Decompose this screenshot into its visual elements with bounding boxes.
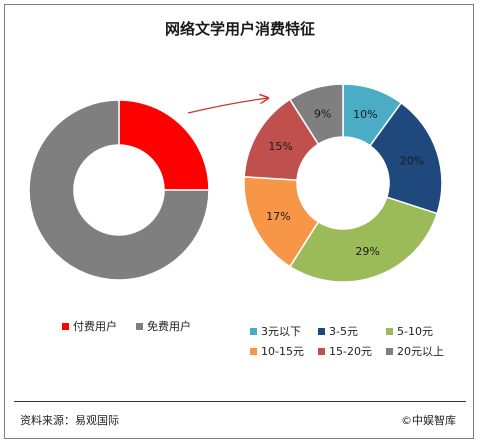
donut-slice (118, 99, 210, 191)
slice-data-label: 20% (400, 155, 424, 168)
legend-swatch (386, 327, 393, 335)
legend-label: 付费用户 (73, 320, 117, 333)
legend-label: 20元以上 (397, 345, 444, 358)
donut-slice (368, 101, 443, 215)
donut-slice (288, 83, 344, 146)
donut-left-user-type (28, 99, 210, 281)
legend-item: 3元以下 (250, 323, 301, 339)
legend-label: 3元以下 (261, 325, 301, 338)
copyright-note: ©中娱智库 (401, 414, 456, 427)
legend-swatch (62, 322, 69, 330)
slice-data-label: 10% (353, 108, 377, 121)
legend-swatch (136, 322, 143, 330)
legend-item: 15-20元 (318, 343, 372, 359)
legend-label: 10-15元 (261, 345, 304, 358)
source-note: 资料来源：易观国际 (20, 414, 119, 427)
slice-data-label: 17% (266, 210, 290, 223)
legend-swatch (318, 327, 325, 335)
legend-swatch (250, 347, 257, 355)
legend-label: 15-20元 (329, 345, 372, 358)
chart-title: 网络文学用户消费特征 (164, 20, 315, 38)
legend-swatch (318, 347, 325, 355)
legend-item: 10-15元 (250, 343, 304, 359)
legend-label: 5-10元 (397, 325, 433, 338)
legend-item: 免费用户 (136, 318, 191, 334)
donut-right-spending: 10% 20% 29% 17% 15% 9% (243, 83, 443, 283)
donut-slice (288, 196, 439, 283)
footer-divider (14, 401, 466, 402)
legend-label: 3-5元 (329, 325, 358, 338)
chart-frame (4, 4, 474, 439)
legend-item: 3-5元 (318, 323, 358, 339)
slice-data-label: 15% (268, 140, 292, 153)
legend-item: 5-10元 (386, 323, 433, 339)
legend-swatch (250, 327, 257, 335)
donut-slice (28, 99, 210, 281)
slice-data-label: 9% (314, 107, 331, 120)
slice-data-label: 29% (355, 245, 379, 258)
legend-label: 免费用户 (147, 320, 191, 333)
legend-swatch (386, 347, 393, 355)
legend-item: 付费用户 (62, 318, 117, 334)
legend-item: 20元以上 (386, 343, 444, 359)
link-arrow (187, 98, 268, 114)
